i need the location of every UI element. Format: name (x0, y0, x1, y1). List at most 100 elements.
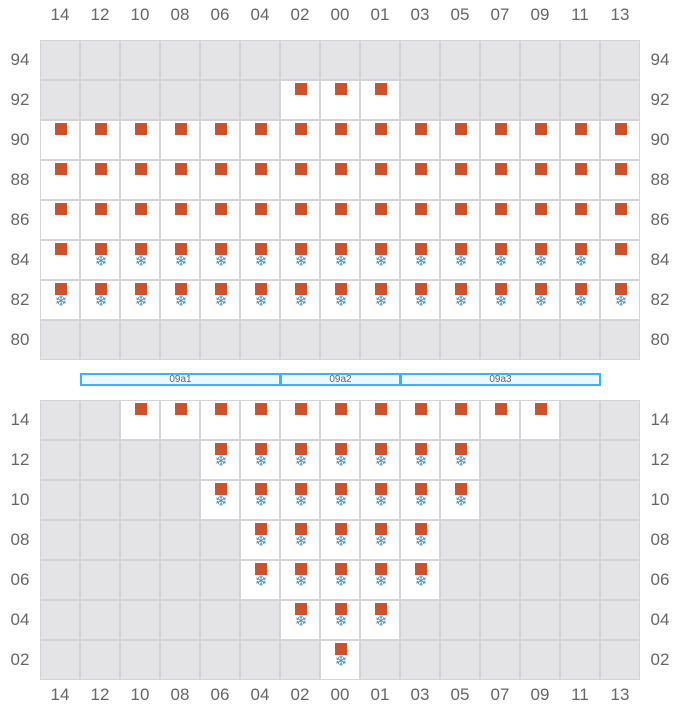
rack-cell[interactable]: ❄ (200, 480, 240, 520)
rack-cell[interactable] (440, 40, 480, 80)
rack-cell[interactable]: ❄ (520, 280, 560, 320)
rack-cell[interactable] (440, 160, 480, 200)
rack-cell[interactable] (120, 40, 160, 80)
rack-cell[interactable] (520, 120, 560, 160)
rack-cell[interactable]: ❄ (360, 240, 400, 280)
rack-cell[interactable] (560, 600, 600, 640)
rack-cell[interactable] (440, 640, 480, 680)
rack-cell[interactable] (600, 480, 640, 520)
rack-cell[interactable] (80, 160, 120, 200)
rack-cell[interactable] (400, 80, 440, 120)
rack-cell[interactable] (120, 200, 160, 240)
rack-cell[interactable] (560, 200, 600, 240)
rack-cell[interactable] (40, 400, 80, 440)
rack-cell[interactable] (120, 600, 160, 640)
rack-cell[interactable] (40, 320, 80, 360)
rack-cell[interactable]: ❄ (200, 440, 240, 480)
rack-cell[interactable]: ❄ (240, 520, 280, 560)
rack-cell[interactable] (240, 160, 280, 200)
rack-cell[interactable] (320, 40, 360, 80)
rack-cell[interactable] (160, 600, 200, 640)
rack-cell[interactable]: ❄ (320, 600, 360, 640)
rack-cell[interactable] (160, 120, 200, 160)
rack-cell[interactable] (240, 320, 280, 360)
rack-cell[interactable] (400, 200, 440, 240)
rack-cell[interactable] (560, 320, 600, 360)
rack-cell[interactable] (360, 80, 400, 120)
rack-cell[interactable] (160, 160, 200, 200)
rack-cell[interactable] (320, 200, 360, 240)
rack-cell[interactable] (120, 560, 160, 600)
rack-cell[interactable] (480, 520, 520, 560)
rack-cell[interactable] (440, 520, 480, 560)
rack-cell[interactable]: ❄ (400, 440, 440, 480)
rack-cell[interactable] (560, 120, 600, 160)
rack-cell[interactable] (40, 480, 80, 520)
rack-cell[interactable]: ❄ (80, 280, 120, 320)
rack-cell[interactable] (440, 200, 480, 240)
rack-cell[interactable] (600, 520, 640, 560)
rack-cell[interactable]: ❄ (320, 240, 360, 280)
rack-cell[interactable] (520, 600, 560, 640)
rack-cell[interactable] (120, 120, 160, 160)
rack-cell[interactable] (120, 400, 160, 440)
rack-cell[interactable]: ❄ (360, 440, 400, 480)
rack-cell[interactable] (400, 320, 440, 360)
rack-cell[interactable]: ❄ (440, 240, 480, 280)
rack-cell[interactable] (440, 320, 480, 360)
rack-cell[interactable]: ❄ (240, 480, 280, 520)
rack-cell[interactable]: ❄ (160, 240, 200, 280)
rack-cell[interactable] (560, 440, 600, 480)
rack-cell[interactable] (480, 560, 520, 600)
rack-cell[interactable] (80, 440, 120, 480)
rack-cell[interactable] (200, 200, 240, 240)
rack-cell[interactable] (120, 480, 160, 520)
rack-cell[interactable] (120, 640, 160, 680)
rack-cell[interactable] (400, 120, 440, 160)
rack-cell[interactable] (440, 560, 480, 600)
rack-cell[interactable] (200, 80, 240, 120)
rack-cell[interactable] (80, 480, 120, 520)
rack-cell[interactable] (280, 120, 320, 160)
zone-bar[interactable]: 09a2 (280, 373, 401, 386)
rack-cell[interactable] (360, 160, 400, 200)
rack-cell[interactable] (80, 120, 120, 160)
rack-cell[interactable] (200, 320, 240, 360)
rack-cell[interactable] (520, 640, 560, 680)
rack-cell[interactable] (160, 80, 200, 120)
rack-cell[interactable] (280, 400, 320, 440)
rack-cell[interactable]: ❄ (240, 280, 280, 320)
rack-cell[interactable] (520, 40, 560, 80)
rack-cell[interactable]: ❄ (360, 560, 400, 600)
rack-cell[interactable] (160, 560, 200, 600)
rack-cell[interactable] (160, 480, 200, 520)
rack-cell[interactable]: ❄ (280, 480, 320, 520)
rack-cell[interactable] (120, 320, 160, 360)
rack-cell[interactable]: ❄ (360, 520, 400, 560)
rack-cell[interactable] (480, 320, 520, 360)
rack-cell[interactable] (40, 160, 80, 200)
rack-cell[interactable] (360, 320, 400, 360)
rack-cell[interactable] (480, 640, 520, 680)
rack-cell[interactable] (40, 600, 80, 640)
rack-cell[interactable] (520, 480, 560, 520)
rack-cell[interactable] (600, 120, 640, 160)
rack-cell[interactable]: ❄ (440, 440, 480, 480)
rack-cell[interactable]: ❄ (600, 280, 640, 320)
rack-cell[interactable] (80, 40, 120, 80)
rack-cell[interactable] (360, 200, 400, 240)
rack-cell[interactable]: ❄ (320, 480, 360, 520)
rack-cell[interactable] (600, 640, 640, 680)
rack-cell[interactable] (120, 160, 160, 200)
rack-cell[interactable] (40, 40, 80, 80)
rack-cell[interactable]: ❄ (400, 240, 440, 280)
rack-cell[interactable]: ❄ (440, 480, 480, 520)
rack-cell[interactable] (440, 600, 480, 640)
rack-cell[interactable]: ❄ (400, 560, 440, 600)
rack-cell[interactable] (600, 40, 640, 80)
rack-cell[interactable] (200, 600, 240, 640)
rack-cell[interactable] (400, 640, 440, 680)
rack-cell[interactable]: ❄ (320, 560, 360, 600)
rack-cell[interactable] (600, 320, 640, 360)
rack-cell[interactable]: ❄ (360, 280, 400, 320)
